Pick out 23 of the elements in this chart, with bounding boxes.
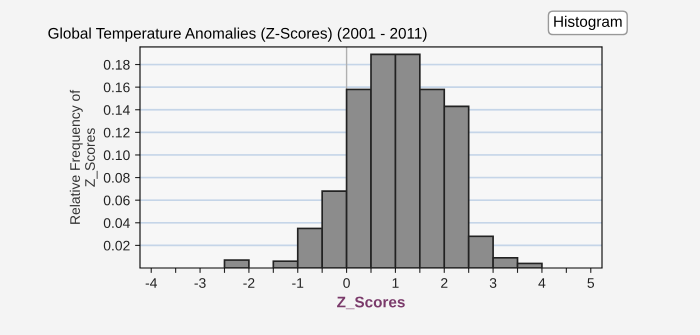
x-tick-label: 0 — [343, 278, 350, 288]
x-tick-label: -2 — [243, 278, 254, 288]
y-tick-label: 0.08 — [104, 172, 130, 183]
text: Histogram — [554, 16, 622, 30]
y-tick-label: 0.14 — [104, 105, 130, 115]
x-tick-label: 5 — [587, 278, 594, 288]
x-axis-title: Z_Scores — [337, 296, 405, 310]
x-tick-label: -4 — [146, 278, 157, 288]
x-tick-label: 1 — [392, 278, 399, 288]
y-axis-title: Relative Frequency of Z_Scores — [70, 90, 98, 224]
x-tick-label: 2 — [441, 278, 448, 288]
y-tick-label: 0.12 — [104, 128, 130, 138]
y-tick-label: 0.16 — [104, 82, 130, 92]
y-tick-label: 0.18 — [104, 60, 130, 70]
x-tick-label: -3 — [194, 278, 206, 288]
x-tick-label: 3 — [490, 278, 496, 288]
x-tick-label: -1 — [292, 278, 304, 288]
chart-title: Global Temperature Anomalies (Z-Scores) (2001 - 2011) — [48, 27, 427, 42]
y-tick-label: 0.04 — [104, 218, 130, 228]
y-tick-label: 0.10 — [104, 150, 130, 160]
x-tick-label: 4 — [538, 278, 546, 288]
y-tick-label: 0.06 — [104, 196, 130, 206]
y-tick-label: 0.02 — [104, 240, 130, 251]
